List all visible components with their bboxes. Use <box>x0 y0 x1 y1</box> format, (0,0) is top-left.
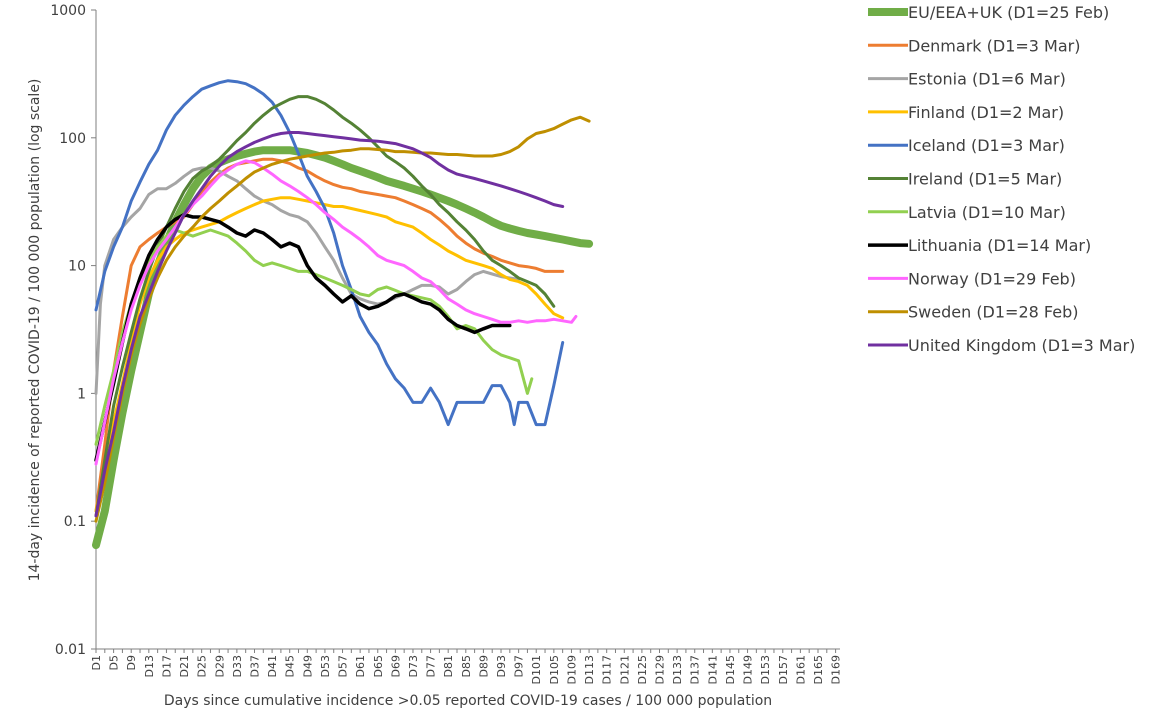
x-tick-label: D21 <box>178 655 191 677</box>
legend-item: EU/EEA+UK (D1=25 Feb) <box>868 3 1109 22</box>
legend-label: Finland (D1=2 Mar) <box>908 103 1064 122</box>
legend-item: Sweden (D1=28 Feb) <box>868 303 1078 322</box>
x-tick-label: D57 <box>337 655 350 677</box>
legend-label: Ireland (D1=5 Mar) <box>908 170 1062 189</box>
x-tick-label: D117 <box>601 655 614 684</box>
series-line-8 <box>94 212 512 462</box>
x-tick-label: D41 <box>266 655 279 677</box>
series-line-9 <box>94 159 578 466</box>
x-tick-label: D61 <box>354 655 367 677</box>
x-tick-label: D169 <box>830 655 843 684</box>
x-tick-label: D129 <box>654 655 667 684</box>
x-tick-label: D121 <box>618 655 631 684</box>
series-line-6 <box>94 95 556 518</box>
legend-item: Lithuania (D1=14 Mar) <box>868 236 1091 255</box>
x-tick-label: D149 <box>742 655 755 684</box>
x-ticks: D1 D5 D9 D13 D17 D21 D25 D29 D33 D37 D41 D45 D49 D53 D… <box>90 649 843 684</box>
x-tick-label: D153 <box>759 655 772 684</box>
legend-label: Estonia (D1=6 Mar) <box>908 70 1066 89</box>
legend-item: United Kingdom (D1=3 Mar) <box>868 336 1135 355</box>
x-tick-label: D53 <box>319 655 332 677</box>
legend-label: Norway (D1=29 Feb) <box>908 269 1076 288</box>
x-tick-label: D49 <box>301 655 314 677</box>
legend-label: Latvia (D1=10 Mar) <box>908 203 1066 222</box>
y-tick-label: 100 <box>59 131 86 147</box>
x-tick-label: D109 <box>566 655 579 684</box>
x-tick-label: D33 <box>231 655 244 677</box>
y-ticks: 0.01 0.1 1 10 100 1000 <box>50 3 96 658</box>
x-tick-label: D105 <box>548 655 561 684</box>
legend-item: Estonia (D1=6 Mar) <box>868 70 1066 89</box>
x-tick-label: D133 <box>671 655 684 684</box>
x-tick-label: D73 <box>407 655 420 677</box>
series-line-1 <box>92 146 594 550</box>
x-tick-label: D9 <box>125 655 138 670</box>
x-tick-label: D125 <box>636 655 649 684</box>
x-tick-label: D17 <box>160 655 173 677</box>
x-tick-label: D77 <box>425 655 438 677</box>
y-tick-label: 1 <box>77 386 86 402</box>
legend-label: Denmark (D1=3 Mar) <box>908 36 1080 55</box>
legend-item: Denmark (D1=3 Mar) <box>868 36 1080 55</box>
x-tick-label: D69 <box>389 655 402 677</box>
legend-label: Iceland (D1=3 Mar) <box>908 136 1065 155</box>
legend-item: Finland (D1=2 Mar) <box>868 103 1064 122</box>
x-tick-label: D137 <box>689 655 702 684</box>
y-tick-label: 10 <box>68 259 86 275</box>
x-tick-label: D89 <box>477 655 490 677</box>
x-tick-label: D145 <box>724 655 737 684</box>
legend-item: Ireland (D1=5 Mar) <box>868 170 1062 189</box>
series-line-3 <box>94 166 521 395</box>
x-tick-label: D45 <box>284 655 297 677</box>
legend-item: Norway (D1=29 Feb) <box>868 269 1076 288</box>
series-lines <box>92 79 594 550</box>
x-tick-label: D157 <box>777 655 790 684</box>
x-tick-label: D101 <box>530 655 543 684</box>
x-tick-label: D161 <box>794 655 807 684</box>
legend-item: Iceland (D1=3 Mar) <box>868 136 1065 155</box>
x-tick-label: D81 <box>442 655 455 677</box>
y-axis-label: 14-day incidence of reported COVID-19 / … <box>27 79 43 582</box>
x-tick-label: D1 <box>90 655 103 670</box>
series-line-11 <box>94 131 565 518</box>
y-tick-label: 0.1 <box>64 514 86 530</box>
y-tick-label: 0.01 <box>55 642 86 658</box>
x-tick-label: D113 <box>583 655 596 684</box>
series-line-10 <box>94 115 591 523</box>
x-tick-label: D141 <box>706 655 719 684</box>
legend-label: Lithuania (D1=14 Mar) <box>908 236 1091 255</box>
x-tick-label: D25 <box>196 655 209 677</box>
x-tick-label: D13 <box>143 655 156 677</box>
y-tick-label: 1000 <box>50 3 86 19</box>
x-tick-label: D29 <box>213 655 226 677</box>
series-line-2 <box>94 157 565 513</box>
legend-item: Latvia (D1=10 Mar) <box>868 203 1066 222</box>
x-axis-label: Days since cumulative incidence >0.05 re… <box>164 693 772 709</box>
x-tick-label: D5 <box>108 655 121 670</box>
legend-label: United Kingdom (D1=3 Mar) <box>908 336 1135 355</box>
x-tick-label: D97 <box>513 655 526 677</box>
x-tick-label: D165 <box>812 655 825 684</box>
legend-label: Sweden (D1=28 Feb) <box>908 303 1078 322</box>
series-line-5 <box>94 79 565 427</box>
x-tick-label: D65 <box>372 655 385 677</box>
series-line-4 <box>94 196 565 513</box>
legend-label: EU/EEA+UK (D1=25 Feb) <box>908 3 1109 22</box>
x-tick-label: D93 <box>495 655 508 677</box>
x-tick-label: D85 <box>460 655 473 677</box>
legend: EU/EEA+UK (D1=25 Feb) Denmark (D1=3 Mar) E… <box>868 3 1135 355</box>
x-tick-label: D37 <box>249 655 262 677</box>
